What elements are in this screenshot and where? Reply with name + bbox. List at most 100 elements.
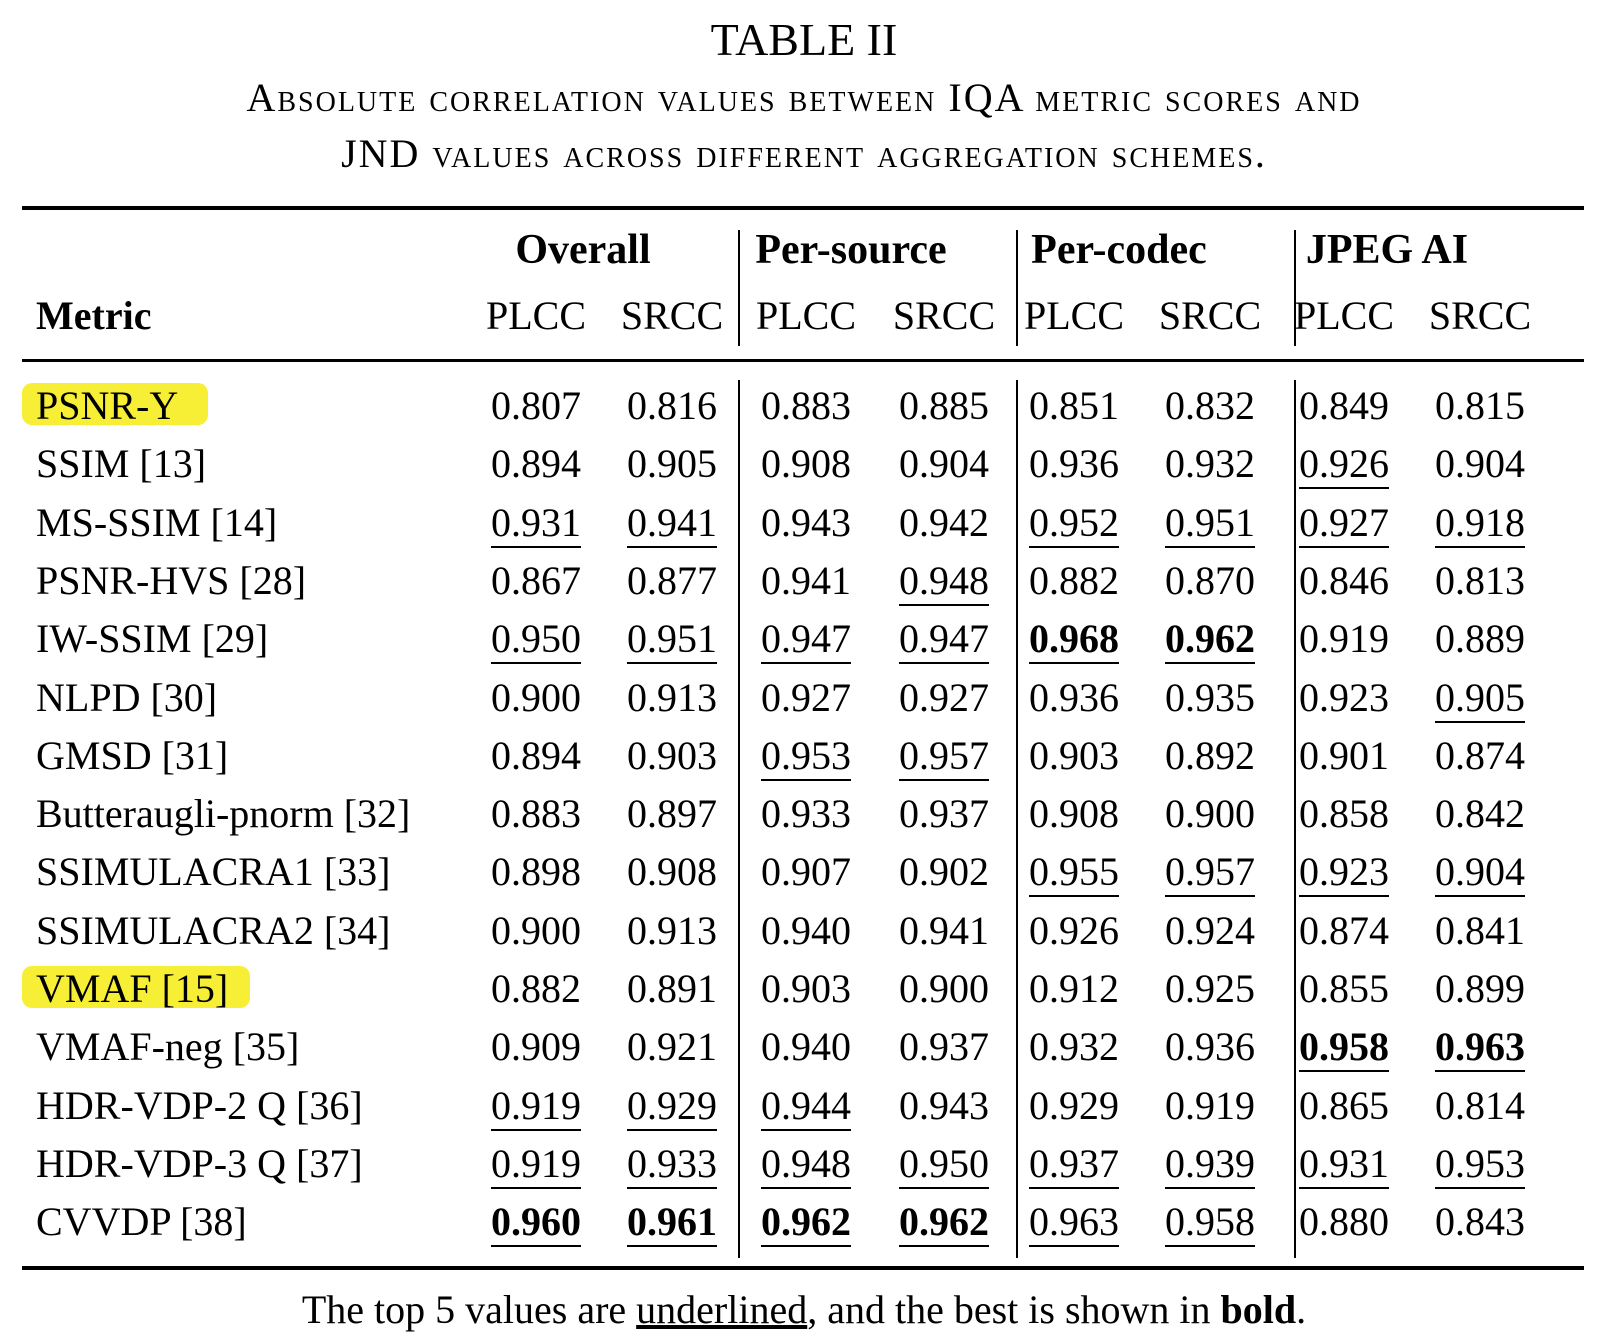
value-text: 0.898 <box>491 849 581 895</box>
value-cell: 0.955 <box>1014 843 1134 901</box>
value-cell: 0.958 <box>1150 1193 1270 1251</box>
value-cell: 0.892 <box>1150 727 1270 785</box>
value-text: 0.933 <box>761 791 851 837</box>
value-text: 0.933 <box>627 1140 717 1189</box>
value-text: 0.952 <box>1029 499 1119 548</box>
value-cell: 0.816 <box>612 377 732 435</box>
value-cell: 0.846 <box>1284 552 1404 610</box>
value-cell: 0.843 <box>1420 1193 1540 1251</box>
value-text: 0.874 <box>1435 732 1525 778</box>
value-text: 0.958 <box>1299 1024 1389 1073</box>
value-cell: 0.931 <box>476 494 596 552</box>
value-text: 0.919 <box>491 1140 581 1189</box>
value-cell: 0.963 <box>1014 1193 1134 1251</box>
value-text: 0.951 <box>627 616 717 665</box>
value-text: 0.865 <box>1299 1082 1389 1128</box>
metric-name: IW-SSIM [29] <box>36 616 269 662</box>
value-cell: 0.940 <box>746 902 866 960</box>
value-cell: 0.939 <box>1150 1135 1270 1193</box>
value-text: 0.904 <box>1435 441 1525 487</box>
table-row: NLPD [30] 0.900 0.913 0.927 0.927 0.936 0.935 0… <box>0 669 1608 727</box>
value-text: 0.948 <box>899 557 989 606</box>
value-text: 0.905 <box>1435 674 1525 723</box>
value-cell: 0.963 <box>1420 1018 1540 1076</box>
metric-name: Butteraugli-pnorm [32] <box>36 791 411 837</box>
metric-name: NLPD [30] <box>36 674 218 720</box>
value-text: 0.939 <box>1165 1140 1255 1189</box>
value-text: 0.925 <box>1165 966 1255 1011</box>
value-cell: 0.883 <box>746 377 866 435</box>
value-text: 0.937 <box>1029 1140 1119 1189</box>
top-rule <box>22 206 1584 210</box>
value-text: 0.901 <box>1299 732 1389 778</box>
metric-name: PSNR-Y <box>36 383 179 428</box>
table-row: Butteraugli-pnorm [32] 0.883 0.897 0.933 0.9… <box>0 785 1608 843</box>
value-cell: 0.919 <box>1150 1077 1270 1135</box>
value-cell: 0.927 <box>884 669 1004 727</box>
value-cell: 0.905 <box>612 435 732 493</box>
metric-name: HDR-VDP-2 Q [36] <box>36 1082 363 1128</box>
value-cell: 0.961 <box>612 1193 732 1251</box>
value-text: 0.907 <box>761 849 851 895</box>
group-header-per-codec: Per-codec <box>1031 227 1207 273</box>
value-cell: 0.921 <box>612 1018 732 1076</box>
value-text: 0.935 <box>1165 674 1255 720</box>
value-cell: 0.948 <box>746 1135 866 1193</box>
subcol-header: SRCC <box>892 293 996 338</box>
value-cell: 0.900 <box>1150 785 1270 843</box>
value-cell: 0.951 <box>1150 494 1270 552</box>
value-cell: 0.942 <box>884 494 1004 552</box>
value-text: 0.962 <box>899 1199 989 1248</box>
footnote-text: The top 5 values are <box>301 1287 637 1332</box>
value-text: 0.908 <box>1029 791 1119 837</box>
value-text: 0.903 <box>761 966 851 1011</box>
value-text: 0.926 <box>1029 907 1119 953</box>
value-text: 0.892 <box>1165 732 1255 778</box>
value-text: 0.867 <box>491 557 581 603</box>
table-row: SSIMULACRA1 [33] 0.898 0.908 0.907 0.902 0.95… <box>0 843 1608 901</box>
value-text: 0.944 <box>761 1082 851 1131</box>
value-cell: 0.937 <box>884 785 1004 843</box>
value-text: 0.883 <box>761 383 851 428</box>
value-text: 0.900 <box>491 674 581 720</box>
value-cell: 0.883 <box>476 785 596 843</box>
value-cell: 0.880 <box>1284 1193 1404 1251</box>
value-text: 0.947 <box>899 616 989 665</box>
highlight-mark <box>22 383 208 425</box>
value-cell: 0.867 <box>476 552 596 610</box>
value-cell: 0.894 <box>476 727 596 785</box>
value-text: 0.950 <box>491 616 581 665</box>
value-cell: 0.891 <box>612 960 732 1018</box>
value-cell: 0.962 <box>1150 610 1270 668</box>
value-cell: 0.927 <box>746 669 866 727</box>
value-text: 0.962 <box>1165 616 1255 665</box>
value-cell: 0.903 <box>612 727 732 785</box>
value-text: 0.924 <box>1165 907 1255 953</box>
value-text: 0.882 <box>491 966 581 1011</box>
value-text: 0.937 <box>899 1024 989 1070</box>
value-cell: 0.865 <box>1284 1077 1404 1135</box>
value-cell: 0.889 <box>1420 610 1540 668</box>
value-cell: 0.925 <box>1150 960 1270 1018</box>
value-cell: 0.962 <box>884 1193 1004 1251</box>
value-cell: 0.918 <box>1420 494 1540 552</box>
value-cell: 0.927 <box>1284 494 1404 552</box>
value-cell: 0.926 <box>1014 902 1134 960</box>
subcol-header: SRCC <box>620 293 724 338</box>
value-text: 0.953 <box>1435 1140 1525 1189</box>
value-cell: 0.904 <box>1420 435 1540 493</box>
value-text: 0.846 <box>1299 557 1389 603</box>
value-cell: 0.851 <box>1014 377 1134 435</box>
value-text: 0.841 <box>1435 907 1525 953</box>
value-cell: 0.901 <box>1284 727 1404 785</box>
value-text: 0.919 <box>491 1082 581 1131</box>
value-text: 0.927 <box>761 674 851 720</box>
value-text: 0.919 <box>1165 1082 1255 1128</box>
value-text: 0.912 <box>1029 966 1119 1011</box>
value-cell: 0.923 <box>1284 843 1404 901</box>
value-text: 0.936 <box>1029 674 1119 720</box>
value-cell: 0.904 <box>1420 843 1540 901</box>
value-cell: 0.950 <box>476 610 596 668</box>
value-text: 0.908 <box>627 849 717 895</box>
value-text: 0.902 <box>899 849 989 895</box>
